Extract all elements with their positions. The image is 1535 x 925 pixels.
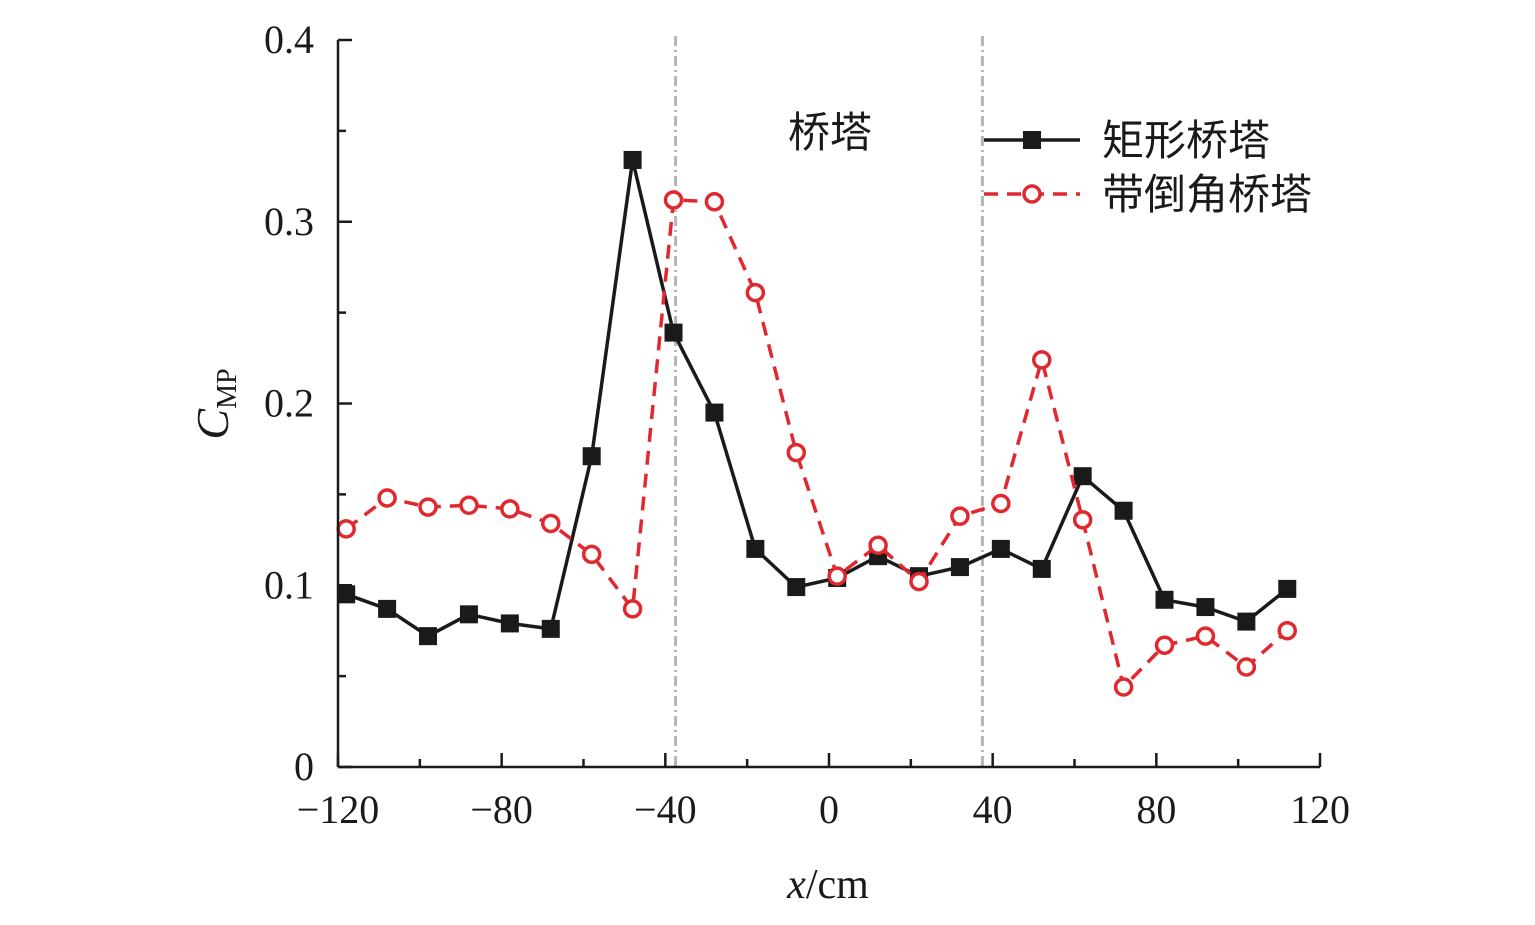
data-point-square bbox=[582, 447, 601, 466]
x-tick-label: −120 bbox=[297, 787, 380, 832]
data-point-square bbox=[500, 614, 519, 633]
series-1 bbox=[337, 150, 1297, 646]
data-point-circle bbox=[1072, 510, 1093, 530]
data-point-circle bbox=[377, 488, 397, 508]
x-axis-title: x/cm bbox=[786, 862, 869, 908]
legend-item-chamfered-tower: 带倒角桥塔 bbox=[984, 170, 1312, 219]
data-point-circle bbox=[868, 535, 888, 556]
legend-item-rectangular-tower: 矩形桥塔 bbox=[984, 116, 1270, 165]
x-tick-label: 120 bbox=[1290, 787, 1350, 832]
data-point-circle bbox=[991, 493, 1011, 514]
data-point-circle bbox=[1154, 635, 1175, 655]
x-tick-label: 40 bbox=[973, 787, 1013, 832]
data-point-square bbox=[1155, 590, 1174, 609]
tower-region-boundaries bbox=[674, 36, 984, 767]
data-point-circle bbox=[1032, 350, 1052, 370]
data-point-circle bbox=[1236, 657, 1257, 677]
x-axis-title-variable: x bbox=[786, 862, 806, 908]
data-point-square bbox=[1114, 501, 1133, 520]
x-tick-label: −40 bbox=[634, 787, 697, 832]
data-point-square bbox=[1032, 559, 1051, 578]
data-point-square bbox=[1196, 598, 1215, 617]
legend: 矩形桥塔 带倒角桥塔 bbox=[984, 116, 1312, 219]
data-point-circle bbox=[541, 513, 561, 534]
data-point-circle bbox=[827, 566, 847, 586]
data-point-circle bbox=[704, 192, 725, 212]
legend-label-rectangular: 矩形桥塔 bbox=[1102, 116, 1270, 165]
data-point-square bbox=[991, 539, 1010, 558]
legend-marker-circle bbox=[1022, 184, 1042, 204]
y-tick-label: 0.1 bbox=[264, 562, 314, 607]
y-tick-label: 0.4 bbox=[264, 17, 314, 62]
data-point-square bbox=[950, 558, 969, 577]
data-point-circle bbox=[336, 519, 356, 539]
data-point-circle bbox=[950, 506, 970, 526]
data-point-circle bbox=[1195, 626, 1216, 646]
data-point-square bbox=[705, 403, 724, 422]
data-point-square bbox=[664, 323, 683, 342]
y-axis-title-subscript: MP bbox=[212, 368, 243, 408]
y-tick-label: 0 bbox=[294, 744, 314, 789]
series-2 bbox=[336, 190, 1298, 697]
data-point-square bbox=[1237, 612, 1256, 631]
x-tick-label: 0 bbox=[819, 787, 839, 832]
data-point-circle bbox=[622, 599, 643, 619]
data-point-square bbox=[1073, 467, 1092, 486]
x-tick-label: 80 bbox=[1136, 787, 1176, 832]
data-point-square bbox=[419, 627, 438, 646]
data-point-circle bbox=[500, 499, 520, 519]
x-ticks: −120 −80 −40 0 40 80 120 bbox=[297, 753, 1350, 832]
y-tick-label: 0.3 bbox=[264, 199, 314, 244]
tower-region-label: 桥塔 bbox=[788, 108, 872, 157]
legend-label-chamfered: 带倒角桥塔 bbox=[1102, 170, 1312, 219]
data-point-circle bbox=[1113, 677, 1134, 697]
data-point-square bbox=[541, 619, 560, 638]
data-point-circle bbox=[581, 544, 602, 565]
data-point-square bbox=[459, 605, 478, 624]
data-point-square bbox=[1278, 579, 1297, 598]
data-point-square bbox=[337, 585, 356, 604]
y-ticks: 0 0.1 0.2 0.3 0.4 bbox=[264, 17, 352, 789]
x-axis-title-unit: /cm bbox=[806, 862, 869, 908]
series-line bbox=[345, 158, 1289, 638]
data-point-square bbox=[787, 578, 806, 597]
data-point-circle bbox=[1277, 620, 1298, 641]
data-point-circle bbox=[418, 497, 438, 517]
series-line bbox=[345, 198, 1289, 689]
data-point-square bbox=[623, 150, 642, 169]
data-point-circle bbox=[663, 190, 684, 210]
series-layer bbox=[336, 150, 1298, 697]
data-point-square bbox=[378, 599, 397, 618]
data-point-circle bbox=[459, 495, 479, 516]
data-point-circle bbox=[745, 282, 766, 303]
data-point-circle bbox=[909, 571, 929, 592]
y-axis-title: CMP bbox=[187, 368, 243, 439]
x-tick-label: −80 bbox=[470, 787, 533, 832]
y-tick-label: 0.2 bbox=[264, 381, 314, 426]
legend-marker-square bbox=[1023, 131, 1041, 149]
data-point-circle bbox=[786, 442, 807, 463]
y-axis-title-main: C bbox=[187, 408, 238, 440]
data-point-square bbox=[746, 539, 765, 558]
